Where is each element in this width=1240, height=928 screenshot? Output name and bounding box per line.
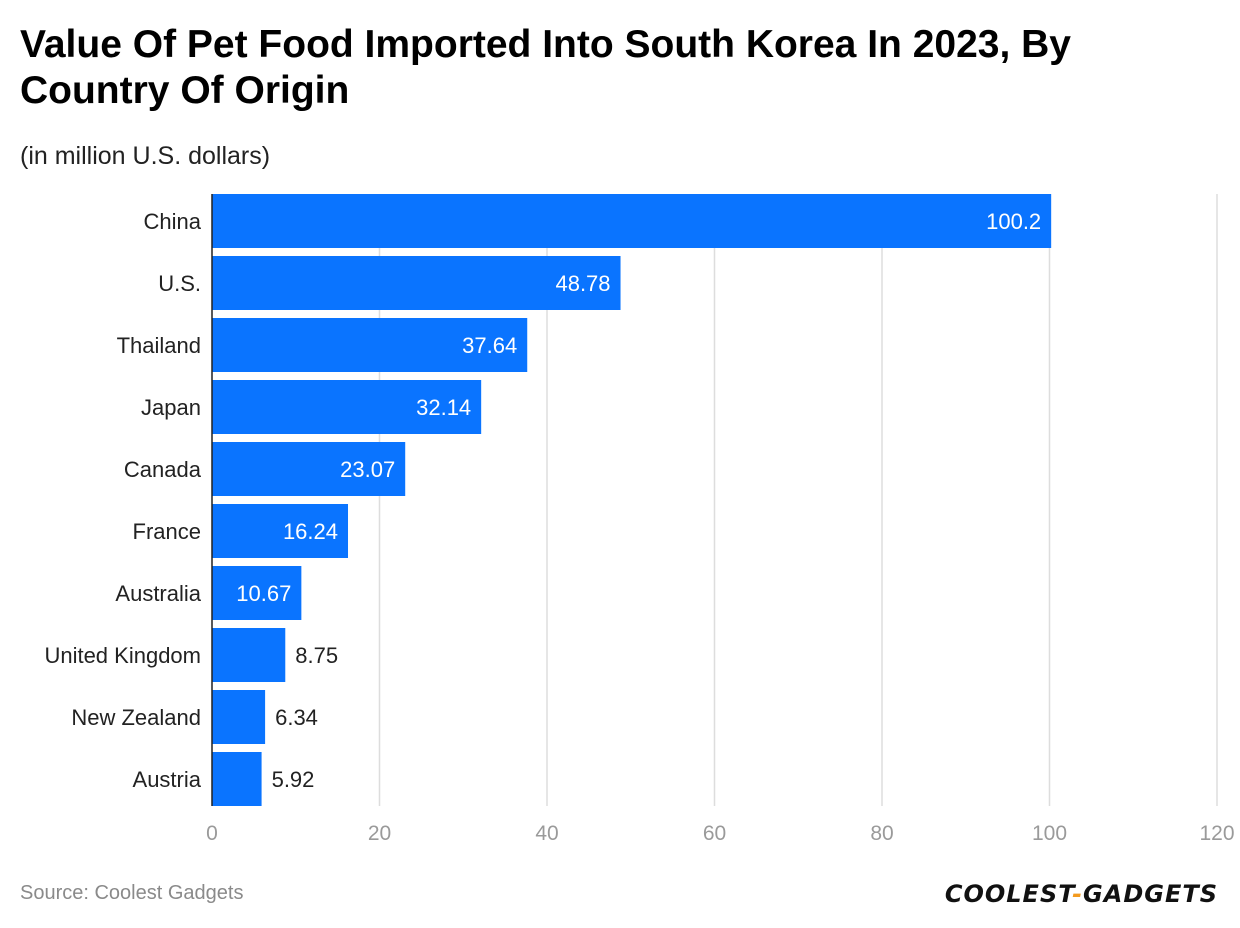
category-label: New Zealand xyxy=(71,705,201,730)
source-note: Source: Coolest Gadgets xyxy=(20,882,244,904)
bar-value-label: 23.07 xyxy=(340,457,395,482)
category-label: Thailand xyxy=(117,333,201,358)
bar-value-label: 37.64 xyxy=(462,333,517,358)
brand-logo: COOLEST-GADGETS xyxy=(945,880,1218,908)
category-label: United Kingdom xyxy=(44,643,201,668)
bar-value-label: 10.67 xyxy=(236,581,291,606)
logo-text-left: COOLEST xyxy=(944,880,1073,908)
x-tick-label: 120 xyxy=(1199,822,1234,845)
bar-value-label: 48.78 xyxy=(555,271,610,296)
bar xyxy=(212,566,302,620)
bar-value-label: 6.34 xyxy=(275,705,318,730)
bar-value-label: 100.2 xyxy=(986,209,1041,234)
x-tick-label: 20 xyxy=(368,822,391,845)
bar-chart: China U.S. Thailand Japan Canada France Austra… xyxy=(44,194,1235,845)
bar-value-label: 8.75 xyxy=(295,643,338,668)
bar xyxy=(212,504,349,558)
x-axis-ticks: 0 20 40 60 80 100 120 xyxy=(206,822,1234,845)
bar-value-label: 16.24 xyxy=(283,519,338,544)
category-label: France xyxy=(133,519,201,544)
bar xyxy=(212,194,1052,248)
bar xyxy=(212,380,482,434)
bar-value-label: 32.14 xyxy=(416,395,471,420)
category-label: Japan xyxy=(141,395,201,420)
bar xyxy=(212,628,286,682)
x-tick-label: 40 xyxy=(535,822,558,845)
bar xyxy=(212,318,528,372)
category-labels: China U.S. Thailand Japan Canada France Austra… xyxy=(44,209,201,792)
category-label: U.S. xyxy=(158,271,201,296)
logo-text-right: GADGETS xyxy=(1083,880,1218,908)
bars xyxy=(212,194,1052,806)
bar xyxy=(212,256,621,310)
chart-subtitle: (in million U.S. dollars) xyxy=(20,142,271,170)
logo-separator: - xyxy=(1072,880,1084,908)
chart-title: Value Of Pet Food Imported Into South Ko… xyxy=(20,23,1071,112)
bar xyxy=(212,752,262,806)
category-label: Canada xyxy=(124,457,202,482)
category-label: Australia xyxy=(115,581,201,606)
data-labels: 100.2 48.78 37.64 32.14 23.07 16.24 10.67 8.75 6… xyxy=(236,209,1041,792)
bar xyxy=(212,690,266,744)
category-label: China xyxy=(144,209,202,234)
x-tick-label: 60 xyxy=(703,822,726,845)
x-tick-label: 0 xyxy=(206,822,218,845)
bar-value-label: 5.92 xyxy=(272,767,315,792)
category-label: Austria xyxy=(133,767,202,792)
x-tick-label: 100 xyxy=(1032,822,1067,845)
x-tick-label: 80 xyxy=(870,822,893,845)
bar xyxy=(212,442,406,496)
